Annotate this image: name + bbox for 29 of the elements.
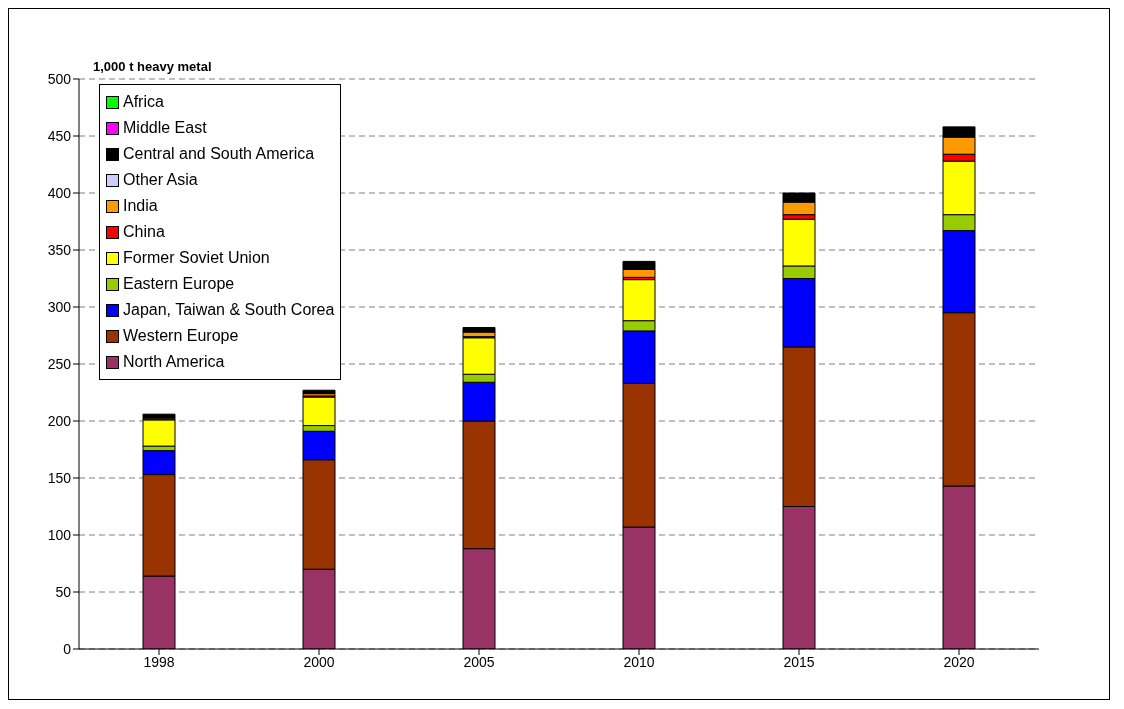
x-tick-label: 2000 xyxy=(303,653,335,670)
y-tick-label: 300 xyxy=(47,298,72,315)
legend-label: India xyxy=(123,197,158,215)
y-tick-label: 350 xyxy=(47,241,72,258)
x-tick-label: 2020 xyxy=(943,653,975,670)
y-tick-label: 500 xyxy=(47,70,72,87)
legend-label: Japan, Taiwan & South Corea xyxy=(123,301,335,319)
y-tick-label: 200 xyxy=(47,412,72,429)
legend-label: North America xyxy=(123,353,225,371)
legend-label: Western Europe xyxy=(123,327,239,345)
y-tick-label: 450 xyxy=(47,127,72,144)
legend-label: Other Asia xyxy=(123,171,198,189)
legend-label: China xyxy=(123,223,165,241)
x-tick-label: 1998 xyxy=(143,653,175,670)
x-tick-label: 2015 xyxy=(783,653,815,670)
legend-label: Former Soviet Union xyxy=(123,249,270,267)
y-tick-label: 150 xyxy=(47,469,72,486)
y-tick-label: 400 xyxy=(47,184,72,201)
y-tick-label: 100 xyxy=(47,526,72,543)
legend-label: Middle East xyxy=(123,119,207,137)
legend-label: Central and South America xyxy=(123,145,315,163)
x-tick-label: 2005 xyxy=(463,653,495,670)
legend-label: Eastern Europe xyxy=(123,275,235,293)
y-tick-label: 0 xyxy=(63,640,72,657)
legend-label: Africa xyxy=(123,93,164,111)
y-tick-label: 250 xyxy=(47,355,72,372)
y-axis-title: 1,000 t heavy metal xyxy=(93,59,212,74)
x-tick-label: 2010 xyxy=(623,653,655,670)
y-tick-label: 50 xyxy=(55,583,72,600)
